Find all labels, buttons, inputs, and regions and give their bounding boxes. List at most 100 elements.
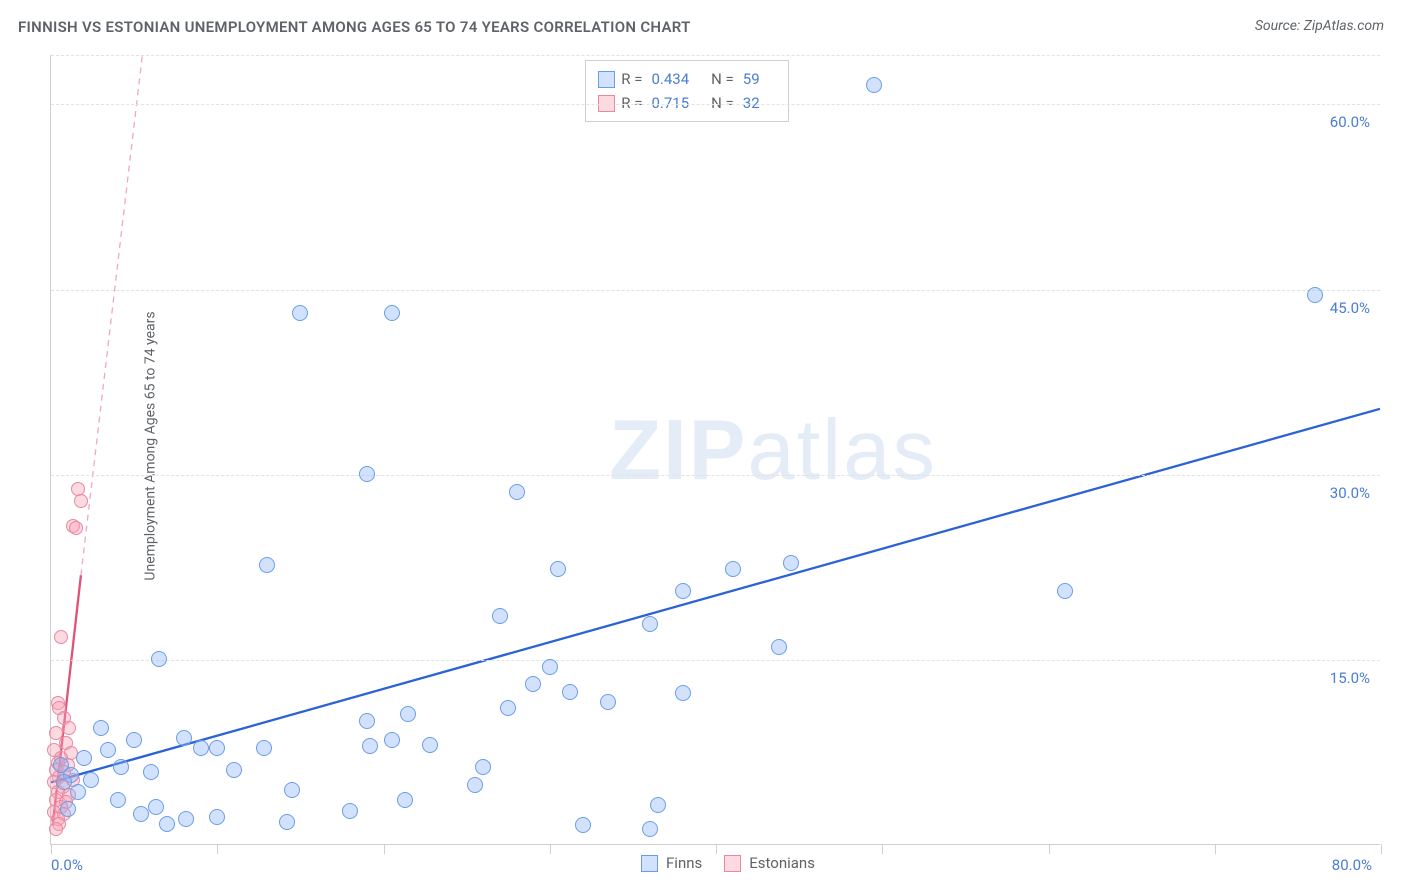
n-label: N = xyxy=(711,91,734,115)
finns-point xyxy=(193,740,209,756)
estonians-point xyxy=(49,822,63,836)
finns-point xyxy=(110,792,126,808)
finns-point xyxy=(525,676,541,692)
gridline-h xyxy=(51,55,1380,56)
xtick xyxy=(550,844,551,854)
finns-point xyxy=(550,561,566,577)
finns-point xyxy=(151,651,167,667)
gridline-h xyxy=(51,104,1380,105)
finns-point xyxy=(93,720,109,736)
xtick xyxy=(1215,844,1216,854)
estonians-swatch-bottom xyxy=(724,855,741,872)
xtick xyxy=(882,844,883,854)
xtick xyxy=(1049,844,1050,854)
finns-point xyxy=(209,740,225,756)
ytick-label: 45.0% xyxy=(1330,299,1370,317)
finns-point xyxy=(500,700,516,716)
r-label: R = xyxy=(621,91,642,115)
estonians-point xyxy=(69,521,83,535)
xtick-label: 0.0% xyxy=(51,856,83,874)
finns-point xyxy=(675,685,691,701)
finns-point xyxy=(600,694,616,710)
watermark-zip: ZIP xyxy=(609,403,747,498)
estonians-point xyxy=(62,721,76,735)
finns-point xyxy=(83,772,99,788)
finns-point xyxy=(509,484,525,500)
estonians-swatch xyxy=(598,95,615,112)
n-value-finns: 59 xyxy=(743,67,760,91)
finns-point xyxy=(279,814,295,830)
finns-point xyxy=(783,555,799,571)
finns-point xyxy=(256,740,272,756)
finns-point xyxy=(384,732,400,748)
n-value-estonians: 32 xyxy=(743,91,760,115)
finns-point xyxy=(384,305,400,321)
finns-point xyxy=(226,762,242,778)
finns-point xyxy=(143,764,159,780)
stats-legend: R = 0.434 N = 59 R = 0.715 N = 32 xyxy=(585,60,788,122)
ytick-label: 60.0% xyxy=(1330,113,1370,131)
finns-point xyxy=(176,730,192,746)
finns-point xyxy=(362,738,378,754)
finns-point xyxy=(148,799,164,815)
estonians-point xyxy=(54,630,68,644)
finns-point xyxy=(866,77,882,93)
finns-point xyxy=(259,557,275,573)
finns-point xyxy=(359,466,375,482)
finns-swatch-bottom xyxy=(641,855,658,872)
finns-point xyxy=(642,616,658,632)
finns-point xyxy=(562,684,578,700)
estonians-label: Estonians xyxy=(749,854,815,872)
finns-swatch xyxy=(598,71,615,88)
finns-point xyxy=(400,706,416,722)
r-value-finns: 0.434 xyxy=(651,67,689,91)
xtick xyxy=(716,844,717,854)
xtick xyxy=(51,844,52,854)
finns-point xyxy=(1057,583,1073,599)
trend-lines-svg xyxy=(51,55,1380,844)
finns-point xyxy=(133,806,149,822)
finns-point xyxy=(771,639,787,655)
finns-point xyxy=(359,713,375,729)
stats-row-finns: R = 0.434 N = 59 xyxy=(598,67,775,91)
watermark-atlas: atlas xyxy=(747,403,937,498)
finns-point xyxy=(397,792,413,808)
finns-point xyxy=(642,821,658,837)
finns-point xyxy=(1307,287,1323,303)
finns-point xyxy=(209,809,225,825)
finns-point xyxy=(575,817,591,833)
series-legend: Finns Estonians xyxy=(641,854,815,872)
xtick xyxy=(384,844,385,854)
stats-row-estonians: R = 0.715 N = 32 xyxy=(598,91,775,115)
gridline-h xyxy=(51,290,1380,291)
finns-point xyxy=(292,305,308,321)
finns-point xyxy=(126,732,142,748)
xtick xyxy=(1381,844,1382,854)
finns-point xyxy=(159,816,175,832)
finns-point xyxy=(178,811,194,827)
n-label: N = xyxy=(711,67,734,91)
xtick-label: 80.0% xyxy=(1332,856,1372,874)
finns-point xyxy=(467,777,483,793)
watermark: ZIPatlas xyxy=(609,402,937,500)
ytick-label: 15.0% xyxy=(1330,669,1370,687)
xtick xyxy=(217,844,218,854)
finns-point xyxy=(422,737,438,753)
gridline-h xyxy=(51,475,1380,476)
finns-point xyxy=(342,803,358,819)
r-value-estonians: 0.715 xyxy=(651,91,689,115)
chart-plot-area: ZIPatlas R = 0.434 N = 59 R = 0.715 N = … xyxy=(50,55,1380,845)
estonians-point xyxy=(74,494,88,508)
finns-point xyxy=(70,784,86,800)
finns-point xyxy=(113,759,129,775)
finns-point xyxy=(60,801,76,817)
finns-point xyxy=(675,583,691,599)
chart-title: FINNISH VS ESTONIAN UNEMPLOYMENT AMONG A… xyxy=(18,18,691,36)
finns-point xyxy=(725,561,741,577)
finns-point xyxy=(76,750,92,766)
finns-point xyxy=(100,742,116,758)
finns-point xyxy=(492,608,508,624)
finns-point xyxy=(542,659,558,675)
finns-label: Finns xyxy=(666,854,702,872)
finns-point xyxy=(56,774,72,790)
